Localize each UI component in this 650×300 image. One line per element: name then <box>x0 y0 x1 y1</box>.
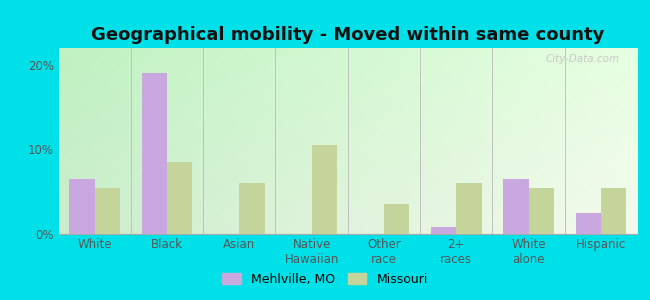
Bar <box>239 183 265 234</box>
Title: Geographical mobility - Moved within same county: Geographical mobility - Moved within sam… <box>91 26 604 44</box>
Legend: Mehlville, MO, Missouri: Mehlville, MO, Missouri <box>217 268 433 291</box>
Bar <box>167 162 192 234</box>
Bar <box>575 213 601 234</box>
Bar <box>384 204 410 234</box>
Bar <box>601 188 626 234</box>
Text: City-Data.com: City-Data.com <box>545 54 619 64</box>
Bar <box>70 179 95 234</box>
Bar <box>311 145 337 234</box>
Bar <box>456 183 482 234</box>
Bar <box>503 179 528 234</box>
Bar <box>142 74 167 234</box>
Bar <box>95 188 120 234</box>
Bar <box>528 188 554 234</box>
Bar <box>431 227 456 234</box>
